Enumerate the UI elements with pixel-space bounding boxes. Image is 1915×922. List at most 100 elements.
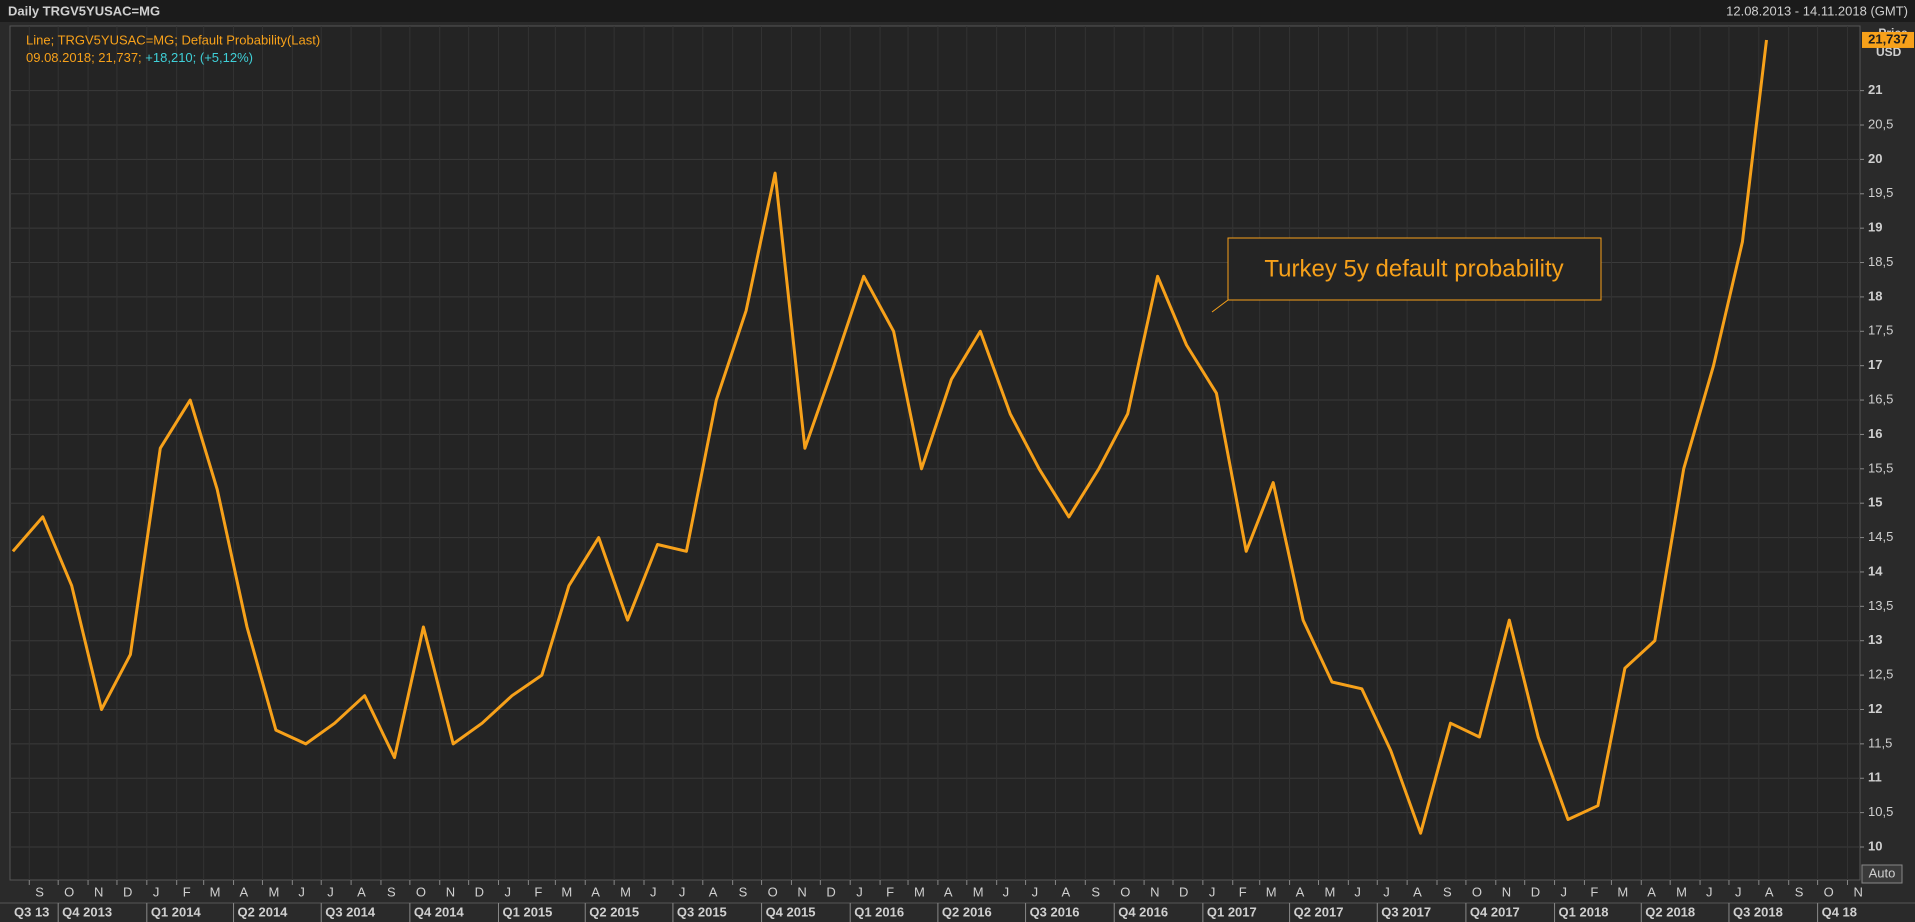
axis-unit-currency: USD	[1876, 45, 1902, 59]
quarter-label: Q1 2018	[1559, 904, 1609, 919]
plot-area	[9, 25, 1861, 881]
y-tick-label: 15,5	[1868, 460, 1893, 475]
y-tick-label: 16	[1868, 426, 1882, 441]
quarter-label: Q3 2014	[325, 904, 376, 919]
y-tick-label: 20,5	[1868, 116, 1893, 131]
y-tick-label: 12,5	[1868, 667, 1893, 682]
x-tick-label: N	[797, 884, 806, 899]
y-tick-label: 20	[1868, 151, 1882, 166]
y-tick-label: 18,5	[1868, 254, 1893, 269]
quarter-label: Q4 2015	[766, 904, 816, 919]
x-tick-label: A	[1413, 884, 1422, 899]
x-tick-label: J	[1706, 884, 1713, 899]
quarter-label: Q2 2016	[942, 904, 992, 919]
y-tick-label: 15	[1868, 495, 1882, 510]
x-tick-label: M	[1266, 884, 1277, 899]
x-tick-label: O	[1472, 884, 1482, 899]
x-tick-label: D	[1179, 884, 1188, 899]
last-price-marker	[1862, 31, 1914, 48]
legend-line: Line; TRGV5YUSAC=MG; Default Probability…	[26, 32, 320, 47]
x-tick-label: O	[1824, 884, 1834, 899]
x-tick-label: A	[944, 884, 953, 899]
header-title: Daily TRGV5YUSAC=MG	[8, 3, 160, 18]
annotation-leader	[1211, 299, 1229, 313]
x-tick-label: S	[1091, 884, 1100, 899]
quarter-label: Q3 2015	[677, 904, 727, 919]
annotation: Turkey 5y default probability	[1264, 255, 1563, 282]
y-tick-label: 13	[1868, 632, 1882, 647]
x-tick-label: A	[1765, 884, 1774, 899]
x-tick-label: O	[1120, 884, 1130, 899]
annotation-box	[1227, 237, 1602, 301]
quarter-label: Q4 2017	[1470, 904, 1520, 919]
x-tick-label: M	[1617, 884, 1628, 899]
y-tick-label: 14	[1868, 563, 1883, 578]
x-tick-label: J	[1003, 884, 1010, 899]
x-tick-label: F	[1590, 884, 1598, 899]
y-tick-label: 18	[1868, 288, 1882, 303]
quarter-label: Q2 2015	[589, 904, 639, 919]
auto-button-label[interactable]: Auto	[1869, 865, 1896, 880]
x-tick-label: M	[268, 884, 279, 899]
quarter-label: Q2 2018	[1645, 904, 1695, 919]
x-tick-label: A	[1061, 884, 1070, 899]
x-tick-label: J	[153, 884, 160, 899]
y-tick-label: 11	[1868, 770, 1882, 785]
quarter-label: Q2 2014	[238, 904, 289, 919]
legend-values: 09.08.2018; 21,737; +18,210; (+5,12%)	[26, 50, 253, 65]
x-tick-label: M	[1324, 884, 1335, 899]
legend-date-value: 09.08.2018; 21,737;	[26, 50, 142, 65]
last-price-label: 21,737	[1868, 31, 1908, 46]
y-tick-label: 13,5	[1868, 598, 1893, 613]
x-tick-label: M	[620, 884, 631, 899]
y-tick-label: 21	[1868, 82, 1882, 97]
header-range: 12.08.2013 - 14.11.2018 (GMT)	[1726, 3, 1908, 18]
header-bar	[0, 0, 1915, 22]
x-tick-label: J	[1209, 884, 1216, 899]
x-tick-label: S	[739, 884, 748, 899]
y-tick-label: 19	[1868, 220, 1882, 235]
x-tick-label: J	[1561, 884, 1568, 899]
quarter-label: Q1 2017	[1207, 904, 1257, 919]
quarter-label: Q1 2016	[854, 904, 904, 919]
x-tick-label: A	[1647, 884, 1656, 899]
x-tick-label: J	[1032, 884, 1039, 899]
y-tick-label: 16,5	[1868, 391, 1893, 406]
y-tick-label: 10	[1868, 838, 1882, 853]
x-tick-label: M	[973, 884, 984, 899]
x-tick-label: D	[123, 884, 132, 899]
x-tick-label: F	[1239, 884, 1247, 899]
y-tick-label: 17	[1868, 357, 1882, 372]
quarter-label: Q1 2014	[151, 904, 202, 919]
x-tick-label: S	[35, 884, 44, 899]
quarter-label: Q4 2014	[414, 904, 465, 919]
x-tick-label: F	[886, 884, 894, 899]
x-tick-label: D	[1531, 884, 1540, 899]
x-tick-label: N	[1853, 884, 1862, 899]
quarter-label: Q3 13	[14, 904, 49, 919]
x-tick-label: J	[650, 884, 657, 899]
x-tick-label: J	[1735, 884, 1742, 899]
y-tick-label: 11,5	[1868, 735, 1892, 750]
quarter-label: Q2 2017	[1294, 904, 1344, 919]
auto-button[interactable]	[1861, 864, 1903, 884]
y-tick-label: 17,5	[1868, 323, 1893, 338]
x-tick-label: S	[1443, 884, 1452, 899]
y-tick-label: 12	[1868, 701, 1882, 716]
x-tick-label: J	[1383, 884, 1390, 899]
x-tick-label: M	[1676, 884, 1687, 899]
series-line	[11, 39, 1768, 835]
legend-change: +18,210; (+5,12%)	[145, 50, 253, 65]
x-tick-label: D	[826, 884, 835, 899]
x-tick-label: F	[534, 884, 542, 899]
x-tick-label: M	[914, 884, 925, 899]
y-tick-label: 14,5	[1868, 529, 1893, 544]
quarter-label: Q3 2017	[1381, 904, 1431, 919]
x-tick-label: A	[357, 884, 366, 899]
quarter-label: Q1 2015	[503, 904, 553, 919]
x-tick-label: S	[387, 884, 396, 899]
x-tick-label: D	[475, 884, 484, 899]
y-tick-label: 10,5	[1868, 804, 1893, 819]
x-tick-label: N	[94, 884, 103, 899]
